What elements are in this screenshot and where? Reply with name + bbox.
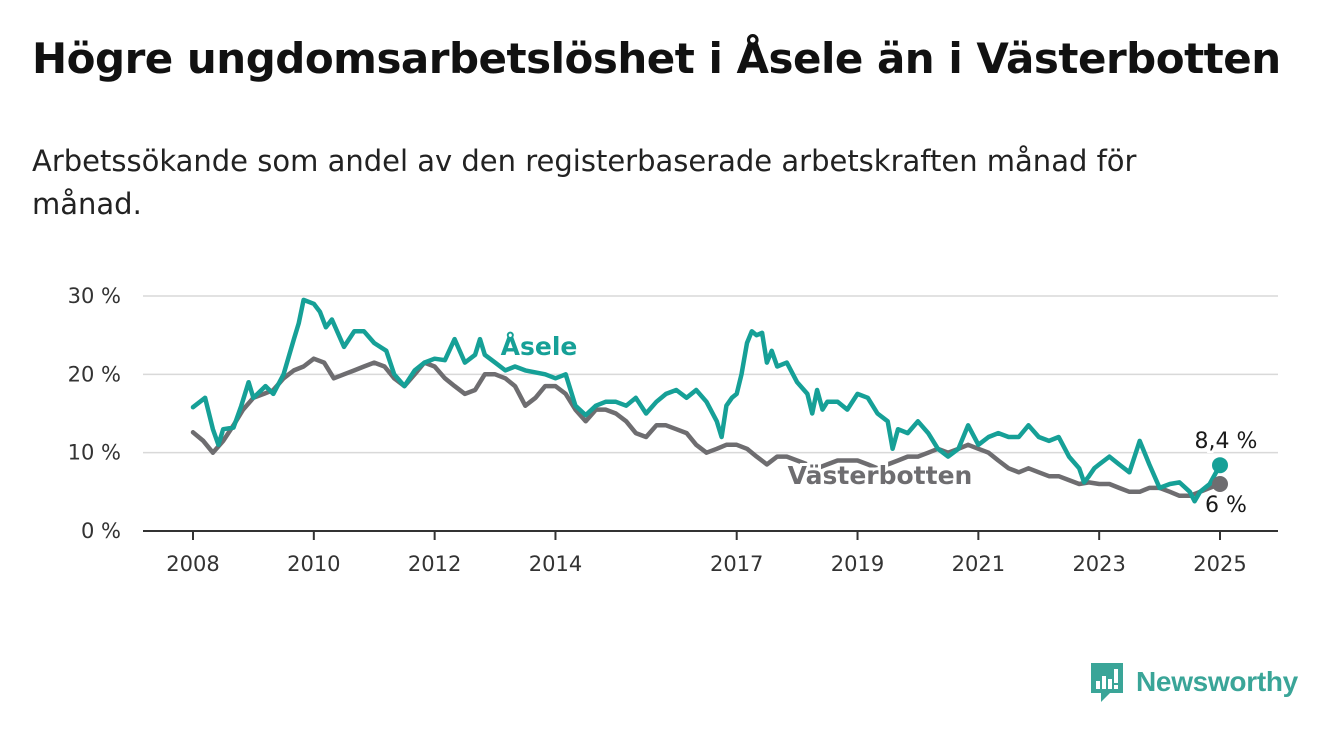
series-line-vasterbotten: [190, 356, 1223, 499]
x-tick-label: 2010: [287, 552, 340, 576]
y-tick-label: 10 %: [68, 441, 121, 465]
series-label-vasterbotten: Västerbotten: [788, 461, 973, 490]
x-tick-label: 2014: [529, 552, 582, 576]
page-title: Högre ungdomsarbetslöshet i Åsele än i V…: [32, 34, 1281, 83]
label-layer: Åsele Västerbotten 8,4 % 6 %: [498, 329, 1260, 521]
brand-logo[interactable]: Newsworthy: [1088, 660, 1298, 704]
brand-name: Newsworthy: [1136, 666, 1298, 697]
end-marker-asele: [1212, 457, 1228, 474]
series-line-asele: [190, 297, 1223, 504]
x-tick-label: 2012: [408, 552, 461, 576]
axis-layer: 0 % 10 % 20 % 30 % 2008 2010 2012 2014 2017 2019 2…: [68, 284, 1278, 576]
chart-subtitle: Arbetssökande som andel av den registerb…: [32, 144, 1137, 221]
x-tick-label: 2017: [710, 552, 763, 576]
end-value-label-asele: 8,4 %: [1195, 429, 1258, 454]
newsworthy-logo-icon: [1091, 663, 1123, 702]
end-marker-vasterbotten: [1212, 476, 1228, 492]
end-value-label-vasterbotten: 6 %: [1205, 493, 1247, 518]
y-tick-label: 30 %: [68, 284, 121, 308]
series-label-asele: Åsele: [501, 332, 578, 361]
x-tick-label: 2021: [952, 552, 1005, 576]
grid-layer: [143, 295, 1278, 454]
x-tick-label: 2008: [166, 552, 219, 576]
x-tick-label: 2019: [831, 552, 884, 576]
y-tick-label: 0 %: [81, 519, 121, 543]
series-layer: [190, 297, 1228, 504]
x-tick-label: 2025: [1193, 552, 1246, 576]
x-tick-label: 2023: [1072, 552, 1125, 576]
y-tick-label: 20 %: [68, 362, 121, 386]
